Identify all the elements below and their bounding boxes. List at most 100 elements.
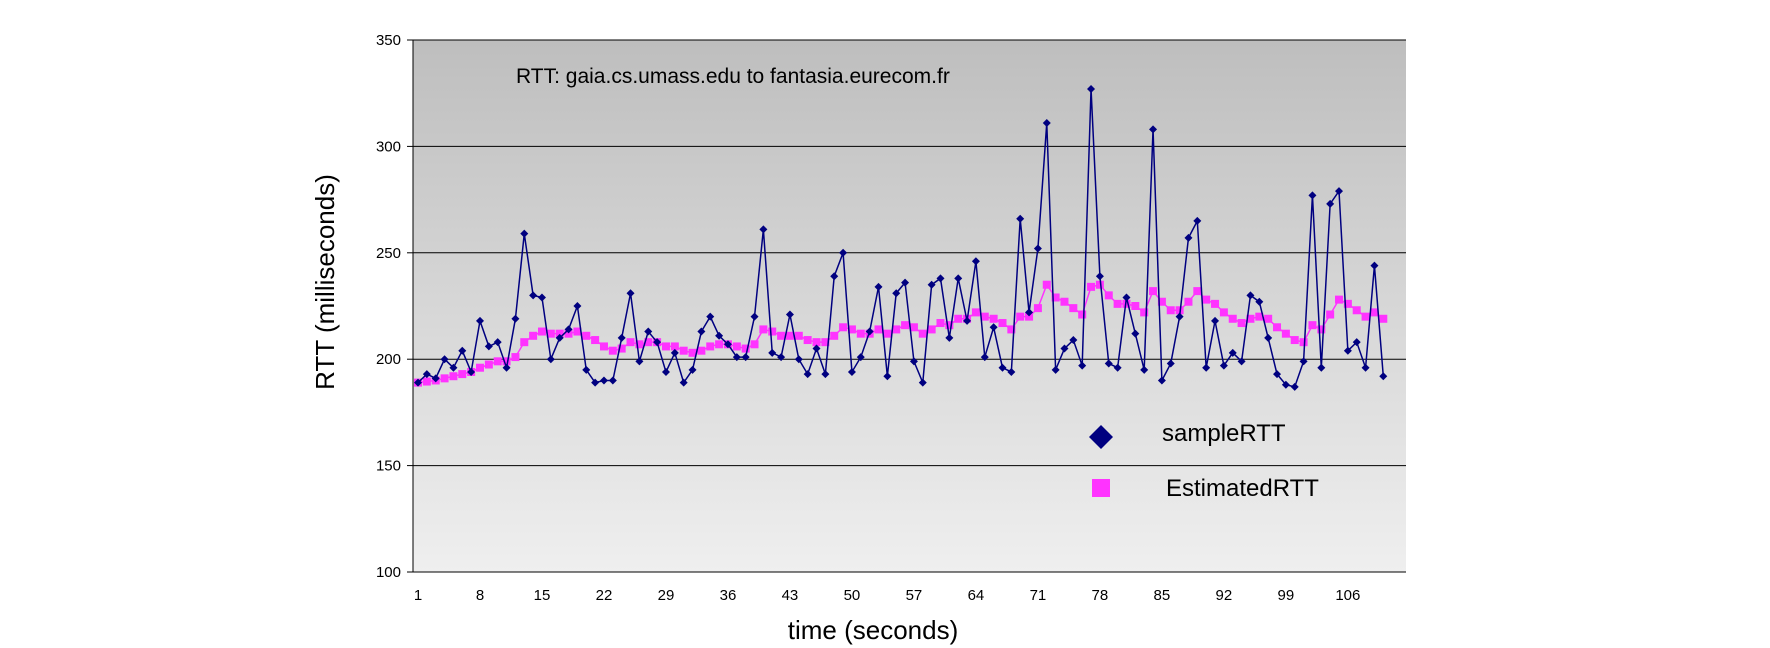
sample-rtt-point (626, 289, 635, 298)
sample-rtt-point (918, 378, 927, 387)
sample-rtt-point (777, 353, 786, 362)
x-tick-label: 1 (414, 587, 422, 604)
x-tick-label: 106 (1335, 587, 1360, 604)
sample-rtt-point (1051, 365, 1060, 374)
x-tick-label: 85 (1154, 587, 1171, 604)
sample-rtt-point (661, 367, 670, 376)
estimated-rtt-point (1193, 287, 1202, 296)
estimated-rtt-point (449, 372, 458, 381)
estimated-rtt-point (1166, 306, 1175, 315)
sample-rtt-point (1193, 216, 1202, 225)
y-tick-label: 300 (376, 138, 401, 155)
sample-rtt-point (785, 310, 794, 319)
x-tick-label: 15 (534, 587, 551, 604)
sample-rtt-point (1033, 244, 1042, 253)
sample-rtt-point (493, 338, 502, 347)
estimated-rtt-point (626, 338, 635, 347)
sample-rtt-point (1326, 199, 1335, 208)
sample-rtt-point (1237, 357, 1246, 366)
sample-rtt-point (901, 278, 910, 287)
estimated-rtt-point (1042, 280, 1051, 289)
legend-sample-rtt-label: sampleRTT (1162, 420, 1286, 447)
x-tick-label: 36 (720, 587, 737, 604)
sample-rtt-point (803, 370, 812, 379)
estimated-rtt-point (821, 338, 830, 347)
estimated-rtt-point (670, 342, 679, 351)
sample-rtt-point (653, 338, 662, 347)
sample-rtt-point (644, 327, 653, 336)
sample-rtt-point (856, 353, 865, 362)
sample-rtt-point (1166, 359, 1175, 368)
y-tick-label: 200 (376, 351, 401, 368)
estimated-rtt-point (777, 331, 786, 340)
x-tick-labels: 1 8 15 22 29 36 43 50 57 64 71 78 85 92 99 106 (414, 587, 1361, 604)
series-layer (414, 84, 1388, 391)
estimated-rtt-point (661, 342, 670, 351)
sample-rtt-point (989, 323, 998, 332)
sample-rtt-point (865, 327, 874, 336)
sample-rtt-point (1361, 363, 1370, 372)
x-axis-title: time (seconds) (788, 615, 959, 645)
sample-rtt-point (1087, 84, 1096, 93)
sample-rtt-point (458, 346, 467, 355)
sample-rtt-point (936, 274, 945, 283)
sample-rtt-point (768, 348, 777, 357)
sample-rtt-point (1007, 367, 1016, 376)
estimated-rtt-point (909, 323, 918, 332)
estimated-rtt-point (901, 321, 910, 330)
estimated-rtt-point (591, 336, 600, 345)
estimated-rtt-point (768, 327, 777, 336)
sample-rtt-point (688, 365, 697, 374)
sample-rtt-point (892, 289, 901, 298)
estimated-rtt-point (635, 340, 644, 349)
estimated-rtt-point (1033, 304, 1042, 313)
sample-rtt-point (1290, 382, 1299, 391)
estimated-rtt-point (785, 331, 794, 340)
sample-rtt-point (874, 282, 883, 291)
x-tick-label: 71 (1030, 587, 1047, 604)
estimated-rtt-point (812, 338, 821, 347)
sample-rtt-point (980, 353, 989, 362)
estimated-rtt-point (475, 363, 484, 372)
estimated-rtt-point (1078, 310, 1087, 319)
sample-rtt-point (1149, 125, 1158, 134)
y-tick-label: 100 (376, 564, 401, 581)
estimated-rtt-point (582, 331, 591, 340)
estimated-rtt-point (1157, 297, 1166, 306)
sample-rtt-point (1264, 333, 1273, 342)
estimated-rtt-point (697, 346, 706, 355)
sample-rtt-point (839, 248, 848, 257)
sample-rtt-point (1219, 361, 1228, 370)
estimated-rtt-point (1281, 329, 1290, 338)
x-tick-label: 57 (906, 587, 923, 604)
axes (412, 40, 1406, 573)
estimated-rtt-point (493, 357, 502, 366)
estimated-rtt-point (1228, 314, 1237, 323)
sample-rtt-point (1202, 363, 1211, 372)
sample-rtt-point (812, 344, 821, 353)
sample-rtt-point (1308, 191, 1317, 200)
sample-rtt-point (1343, 346, 1352, 355)
estimated-rtt-point (715, 340, 724, 349)
y-axis-title: RTT (milliseconds) (310, 174, 340, 390)
sample-rtt-point (741, 353, 750, 362)
sample-rtt-point (422, 370, 431, 379)
estimated-rtt-point (750, 340, 759, 349)
estimated-rtt-point (936, 319, 945, 328)
estimated-rtt-point (1317, 325, 1326, 334)
estimated-rtt-point (1343, 299, 1352, 308)
sample-rtt-point (1379, 372, 1388, 381)
sample-rtt-point (1016, 214, 1025, 223)
sample-rtt-point (475, 316, 484, 325)
sample-rtt-point (635, 357, 644, 366)
sample-rtt-point (759, 225, 768, 234)
sample-rtt-point (732, 353, 741, 362)
estimated-rtt-point (892, 325, 901, 334)
sample-rtt-point (1140, 365, 1149, 374)
legend-estimated-rtt-marker (1092, 479, 1110, 497)
sample-rtt-point (1228, 348, 1237, 357)
sample-rtt-point (608, 376, 617, 385)
sample-rtt-point (1104, 359, 1113, 368)
sample-rtt-point (467, 367, 476, 376)
